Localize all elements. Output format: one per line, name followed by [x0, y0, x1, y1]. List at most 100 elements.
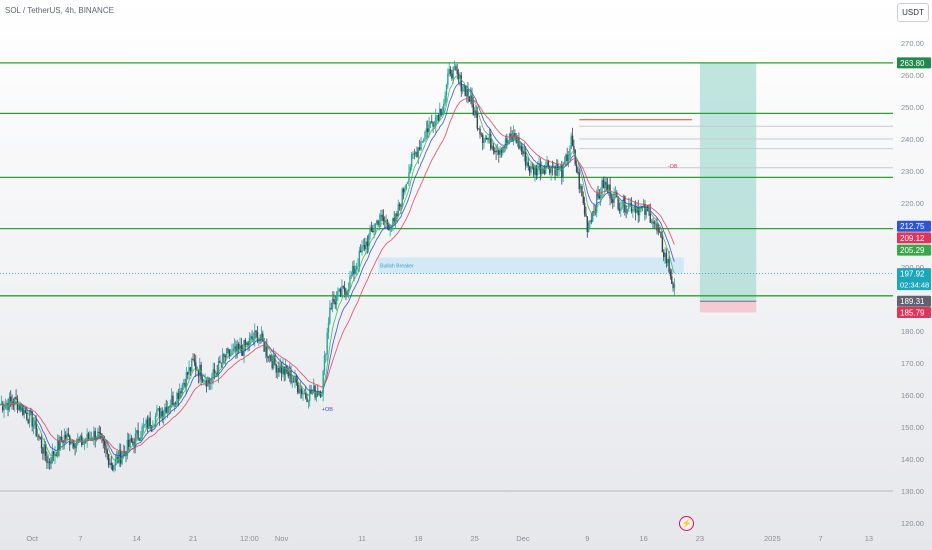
- candle-body: [235, 346, 237, 352]
- ob-annotation: +OB: [322, 407, 333, 413]
- candle-body: [650, 221, 653, 223]
- candle-body: [418, 147, 421, 150]
- candle-body: [305, 393, 307, 398]
- candle-body: [314, 385, 316, 398]
- candle-body: [180, 391, 182, 394]
- candle-body: [62, 441, 64, 443]
- candle-body: [122, 451, 125, 457]
- candle-body: [260, 333, 263, 340]
- x-tick-label: 14: [133, 534, 141, 543]
- candle-body: [366, 241, 369, 247]
- candle-body: [590, 220, 593, 222]
- candle-body: [306, 397, 308, 403]
- price-label-box: [897, 232, 931, 244]
- candle-body: [571, 135, 574, 147]
- candle-body: [168, 406, 170, 408]
- candle-body: [343, 287, 346, 293]
- currency-button[interactable]: USDT: [897, 3, 929, 22]
- candle-body: [369, 227, 371, 235]
- lightning-icon[interactable]: ⚡: [679, 516, 694, 531]
- candle-body: [130, 438, 133, 442]
- candle-body: [321, 394, 323, 397]
- candle-body: [193, 359, 196, 363]
- candle-body: [508, 133, 511, 141]
- candle-body: [540, 168, 543, 175]
- candle-body: [538, 163, 540, 170]
- candle-body: [162, 411, 165, 417]
- x-tick-label: Dec: [516, 534, 530, 543]
- candle-body: [642, 203, 645, 208]
- candle-body: [215, 372, 217, 374]
- candle-body: [276, 367, 279, 373]
- candle-body: [351, 265, 354, 276]
- candle-body: [299, 388, 302, 393]
- candle-body: [536, 169, 539, 176]
- candle-body: [20, 405, 23, 411]
- candle-body: [514, 133, 516, 137]
- candle-body: [46, 456, 48, 464]
- candle-body: [608, 184, 610, 191]
- candle-body: [433, 126, 436, 127]
- candle-body: [673, 283, 676, 289]
- candle-body: [502, 146, 504, 153]
- candle-body: [60, 436, 63, 442]
- candle-body: [443, 103, 445, 114]
- candle-body: [354, 269, 357, 274]
- candle-body: [545, 165, 547, 174]
- candle-body: [287, 372, 289, 377]
- candle-body: [583, 203, 586, 215]
- candle-body: [185, 372, 188, 387]
- candle-body: [47, 461, 49, 464]
- candle-body: [531, 166, 534, 168]
- candle-body: [597, 193, 599, 196]
- candle-body: [294, 375, 296, 382]
- candle-body: [648, 210, 650, 212]
- candle-body: [527, 162, 529, 167]
- candle-body: [26, 412, 28, 420]
- candle-body: [563, 161, 566, 164]
- candle-body: [145, 419, 147, 425]
- price-label-value: 185.79: [900, 308, 925, 317]
- candle-body: [240, 345, 243, 352]
- candle-body: [448, 69, 450, 75]
- candle-body: [255, 330, 257, 332]
- candle-body: [488, 134, 491, 140]
- candle-body: [204, 380, 206, 382]
- candle-body: [613, 192, 615, 203]
- candle-body: [357, 266, 359, 267]
- candle-body: [522, 151, 524, 155]
- candle-body: [347, 288, 350, 291]
- candle-body: [658, 231, 661, 233]
- candle-body: [203, 380, 205, 382]
- candle-body: [565, 154, 567, 162]
- candle-body: [99, 432, 102, 434]
- candle-body: [73, 440, 75, 447]
- x-tick-label: 2025: [764, 534, 781, 543]
- candle-body: [359, 250, 362, 253]
- candle-body: [136, 430, 138, 434]
- candle-body: [307, 400, 310, 403]
- candle-body: [370, 227, 373, 231]
- candle-body: [372, 230, 374, 233]
- candle-body: [477, 128, 480, 130]
- candle-body: [160, 411, 162, 419]
- candle-body: [191, 358, 193, 371]
- candle-body: [632, 209, 634, 212]
- candle-body: [435, 116, 437, 127]
- candle-body: [310, 389, 312, 394]
- candle-body: [330, 307, 332, 309]
- candle-body: [196, 369, 198, 371]
- candle-body: [561, 165, 563, 178]
- candle-body: [491, 145, 493, 149]
- candle-body: [494, 151, 496, 152]
- candle-body: [227, 348, 229, 350]
- candle-body: [575, 164, 578, 172]
- candle-body: [27, 419, 29, 423]
- candle-body: [385, 220, 387, 222]
- y-tick-label: 260.00: [901, 71, 924, 80]
- candle-body: [156, 409, 158, 416]
- candle-body: [326, 332, 328, 355]
- candle-body: [445, 85, 448, 96]
